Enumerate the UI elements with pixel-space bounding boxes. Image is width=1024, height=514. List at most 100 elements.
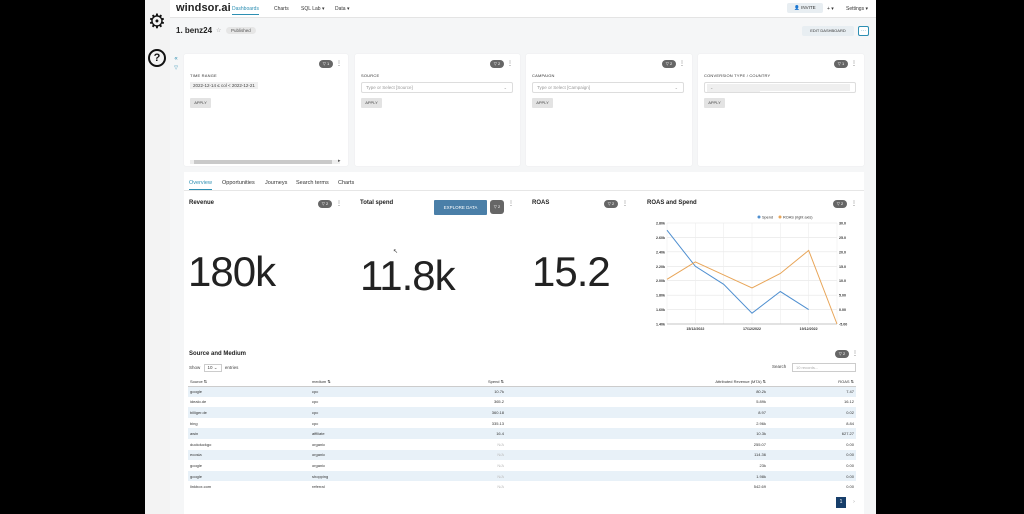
cell-revenue: 5.89k — [506, 396, 768, 408]
nav-charts[interactable]: Charts — [274, 6, 289, 12]
kebab-menu-icon[interactable]: ⋮ — [852, 351, 858, 357]
filter-count-badge[interactable]: ▽ 1 — [834, 60, 848, 68]
series-line-roas[interactable] — [666, 249, 838, 325]
tab-charts[interactable]: Charts — [338, 180, 355, 186]
apply-button[interactable]: APPLY — [361, 98, 382, 108]
nav-dashboards[interactable]: Dashboards — [232, 6, 259, 15]
cell-spend: N/A — [450, 470, 506, 482]
source-medium-table: Source ⇅ medium ⇅ Spend ⇅ Attributed Rev… — [188, 377, 856, 492]
entries-label: entries — [224, 365, 239, 370]
cell-spend: 335.13 — [450, 417, 506, 429]
revenue-filter-badge[interactable]: ▽ 2 — [318, 200, 332, 208]
campaign-select[interactable]: Type or Select [Campaign] ⌄ — [532, 82, 684, 93]
more-options-button[interactable]: ··· — [858, 26, 869, 36]
time-range-value[interactable]: 2022-12-14 ≤ col < 2022-12-21 — [190, 82, 258, 89]
plus-menu[interactable]: + ▾ — [827, 6, 834, 12]
roas-filter-badge[interactable]: ▽ 2 — [604, 200, 618, 208]
nav-data[interactable]: Data ▾ — [335, 6, 350, 12]
expand-icon[interactable]: « — [174, 56, 178, 62]
help-icon[interactable]: ? — [148, 49, 166, 67]
scroll-right-icon[interactable]: ▸ — [338, 158, 341, 164]
table-row[interactable]: duckduckgo organic N/A 255.07 0.00 — [188, 438, 856, 450]
filter-count-badge[interactable]: ▽ 1 — [319, 60, 333, 68]
y-right-tick-label: -5.00 — [839, 323, 847, 327]
cell-roas: 8.84 — [768, 417, 856, 429]
published-badge[interactable]: Published — [226, 27, 256, 34]
kebab-menu-icon[interactable]: ⋮ — [851, 201, 857, 207]
horizontal-scrollbar[interactable] — [190, 160, 340, 164]
conversion-type-select[interactable]: E-commerce conversion ×⌄ — [704, 82, 856, 93]
column-header-medium[interactable]: medium ⇅ — [310, 377, 450, 387]
table-row[interactable]: awin affiliate 16.4 10.3k 627.27 — [188, 428, 856, 439]
cell-source: duckduckgo — [188, 438, 310, 450]
entries-control: Show 10 ⌄ entries — [189, 364, 238, 372]
nav-sql-lab[interactable]: SQL Lab ▾ — [301, 6, 325, 12]
table-row[interactable]: google shopping N/A 1.98k 0.00 — [188, 470, 856, 482]
right-black-area — [876, 0, 1024, 514]
table-row[interactable]: bing cpc 335.13 2.96k 8.84 — [188, 417, 856, 429]
apply-button[interactable]: APPLY — [190, 98, 211, 108]
gear-icon[interactable]: ⚙ — [148, 10, 166, 33]
kebab-menu-icon[interactable]: ⋮ — [622, 201, 628, 207]
kebab-menu-icon[interactable]: ⋮ — [679, 61, 685, 67]
filter-toggle-icon[interactable]: ▽ — [174, 65, 178, 71]
cell-medium: referral — [310, 481, 450, 492]
spend-filter-badge[interactable]: ▽ 2 — [490, 200, 504, 214]
column-header-spend[interactable]: Spend ⇅ — [450, 377, 506, 387]
column-header-revenue[interactable]: Attributed Revenue (MTA) ⇅ — [506, 377, 768, 387]
table-row[interactable]: google organic N/A 23k 0.00 — [188, 460, 856, 471]
explore-data-button[interactable]: EXPLORE DATA — [434, 200, 487, 215]
filter-count-badge[interactable]: ▽ 2 — [662, 60, 676, 68]
invite-button[interactable]: 👤 INVITE — [787, 3, 823, 13]
kebab-menu-icon[interactable]: ⋮ — [508, 201, 514, 207]
cell-roas: 0.00 — [768, 460, 856, 471]
table-row[interactable]: ecosia organic N/A 114.36 0.00 — [188, 449, 856, 461]
next-page-button[interactable]: › — [853, 499, 855, 505]
page-1-button[interactable]: 1 — [836, 497, 846, 508]
entries-select[interactable]: 10 ⌄ — [203, 364, 222, 372]
edit-dashboard-button[interactable]: EDIT DASHBOARD — [802, 26, 854, 36]
tab-search-terms[interactable]: Search terms — [296, 180, 329, 186]
tab-overview[interactable]: Overview — [189, 180, 212, 190]
table-row[interactable]: idealo.de cpc 365.2 5.89k 16.12 — [188, 396, 856, 408]
cell-revenue: 114.36 — [506, 449, 768, 461]
kebab-menu-icon[interactable]: ⋮ — [336, 61, 342, 67]
cell-roas: 0.00 — [768, 481, 856, 492]
apply-button[interactable]: APPLY — [704, 98, 725, 108]
chart-filter-badge[interactable]: ▽ 2 — [833, 200, 847, 208]
column-header-roas[interactable]: ROAS ⇅ — [768, 377, 856, 387]
table-row[interactable]: linkbox.com referral N/A 542.69 0.00 — [188, 481, 856, 492]
table-filter-badge[interactable]: ▽ 2 — [835, 350, 849, 358]
y-right-tick-label: 0.00 — [839, 308, 846, 312]
cell-source: google — [188, 460, 310, 471]
y-left-tick-label: 2.20k — [656, 265, 665, 269]
kebab-menu-icon[interactable]: ⋮ — [507, 61, 513, 67]
legend-label[interactable]: Spend — [762, 215, 773, 219]
chevron-down-icon: ⌄ — [707, 84, 850, 91]
kebab-menu-icon[interactable]: ⋮ — [336, 201, 342, 207]
dashboard-app: windsor.ai Dashboards Charts SQL Lab ▾ D… — [170, 0, 876, 514]
y-left-tick-label: 1.60k — [656, 308, 665, 312]
table-row[interactable]: google cpc 10.7k 80.2k 7.47 — [188, 386, 856, 397]
search-input[interactable]: 10 records... — [792, 363, 856, 372]
legend-label[interactable]: ROAS (right axis) — [783, 215, 813, 219]
filter-campaign: ▽ 2 ⋮ CAMPAIGN Type or Select [Campaign]… — [526, 54, 692, 166]
filter-count-badge[interactable]: ▽ 2 — [490, 60, 504, 68]
logo[interactable]: windsor.ai — [176, 2, 231, 14]
filter-source: ▽ 2 ⋮ SOURCE Type or Select [Source] ⌄ AP… — [355, 54, 520, 166]
total-spend-title: Total spend — [360, 200, 394, 206]
apply-button[interactable]: APPLY — [532, 98, 553, 108]
star-icon[interactable]: ☆ — [216, 28, 222, 34]
tab-journeys[interactable]: Journeys — [265, 180, 288, 186]
series-line-spend[interactable] — [666, 229, 809, 314]
source-select[interactable]: Type or Select [Source] ⌄ — [361, 82, 513, 93]
collapse-icon[interactable] — [149, 55, 157, 63]
table-row[interactable]: billiger.de cpc 360.18 8.97 0.02 — [188, 407, 856, 418]
settings-menu[interactable]: Settings ▾ — [846, 6, 868, 12]
column-header-source[interactable]: Source ⇅ — [188, 377, 310, 387]
cell-source: bing — [188, 417, 310, 429]
tab-opportunities[interactable]: Opportunities — [222, 180, 255, 186]
kebab-menu-icon[interactable]: ⋮ — [851, 61, 857, 67]
scrollbar-thumb[interactable] — [194, 160, 332, 164]
